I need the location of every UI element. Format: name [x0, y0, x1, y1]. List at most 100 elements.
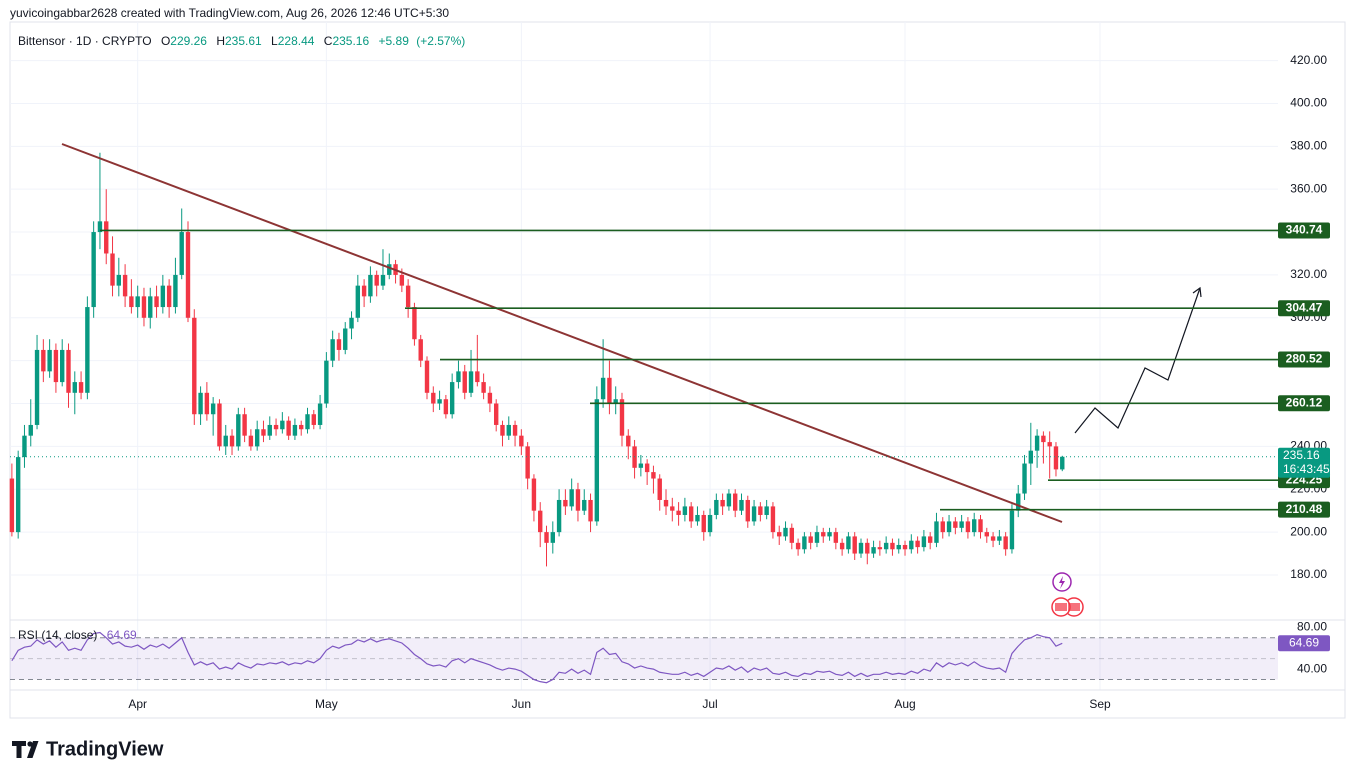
candle-body [343, 328, 348, 350]
projection-arrow [1074, 287, 1201, 434]
candle-body [563, 499, 568, 507]
candle-body [594, 399, 600, 522]
candle-body [60, 349, 65, 383]
candle-body [311, 414, 316, 425]
candle-body [15, 457, 21, 533]
level-badge [1278, 222, 1330, 239]
rsi-title: RSI (14, close) [18, 628, 97, 642]
candle-body [192, 317, 197, 415]
legend-value: 235.16 [332, 34, 369, 48]
candle-body [267, 424, 272, 436]
candle-body [236, 414, 241, 447]
candle-body [34, 349, 40, 425]
candle-body [852, 536, 857, 554]
candle-body [122, 274, 128, 297]
candle-body [368, 274, 373, 297]
candle-body [682, 506, 688, 515]
y-tick-label: 360.00 [1290, 181, 1327, 195]
candle-body [22, 435, 27, 458]
candle-body [896, 544, 901, 550]
y-tick-label: 380.00 [1290, 138, 1327, 152]
candle-body [475, 371, 480, 383]
level-badge [1278, 300, 1330, 317]
rsi-legend: RSI (14, close) 64.69 [18, 628, 137, 642]
candle-body [808, 536, 813, 543]
candle-body [456, 371, 461, 383]
legend-label: C [324, 34, 333, 48]
candle-body [525, 446, 530, 479]
rsi-legend-value: 64.69 [107, 628, 137, 642]
x-tick-label: Apr [128, 697, 147, 711]
candle-body [462, 371, 467, 393]
legend-change: +5.89 [379, 34, 410, 48]
candle-body [418, 339, 423, 361]
attribution: yuvicoingabbar2628 created with TradingV… [10, 6, 449, 20]
candle-body [670, 506, 675, 511]
rsi-line [11, 631, 1063, 684]
candle-body [280, 420, 285, 430]
candle-body [663, 499, 669, 507]
rsi-badge [1278, 635, 1330, 652]
candle-body [104, 221, 109, 254]
rsi-badge-label: 64.69 [1289, 635, 1319, 649]
candle-body [821, 532, 826, 537]
candle-body [538, 510, 543, 533]
candle-body [242, 414, 247, 436]
candle-body [28, 424, 33, 436]
candle-body [9, 478, 15, 533]
candle-body [795, 542, 801, 550]
candle-body [714, 499, 719, 515]
x-tick-label: Jul [702, 697, 717, 711]
candle-body [512, 424, 518, 436]
candle-body [324, 360, 329, 404]
candle-body [431, 392, 436, 404]
candle-body [355, 285, 361, 318]
overlay-layer: 340.74304.47280.52260.12224.25210.48235.… [10, 222, 1330, 652]
candle-body [733, 493, 738, 511]
candle-body [248, 435, 254, 447]
x-tick-label: May [315, 697, 338, 711]
y-tick-label: 320.00 [1290, 267, 1327, 281]
symbol-title: Bittensor · 1D · CRYPTO [18, 34, 152, 48]
rsi-tick-label: 80.00 [1297, 619, 1327, 633]
brand-logo-dot [27, 741, 33, 747]
candle-body [1053, 446, 1059, 470]
candle-body [959, 521, 964, 528]
candle-body [638, 463, 644, 468]
candle-body [72, 382, 77, 393]
candle-body [91, 232, 96, 308]
candle-body [116, 274, 122, 286]
y-tick-label: 180.00 [1290, 567, 1327, 581]
candle-body [833, 532, 839, 543]
candle-body [204, 392, 210, 415]
candle-body [909, 540, 914, 550]
countdown-label: 16:43:45 [1283, 462, 1330, 476]
x-tick-label: Jun [512, 697, 531, 711]
flag [1055, 603, 1067, 611]
chart-frame [9, 21, 1346, 719]
candle-body [66, 349, 71, 393]
candle-body [374, 274, 379, 286]
candle-body [783, 527, 788, 537]
event-icon-bolt [1059, 576, 1065, 589]
legend-label: O [161, 34, 170, 48]
candle-body [745, 499, 750, 522]
candle-body [751, 506, 757, 522]
candle-body [1047, 442, 1052, 447]
arrow-head [1192, 286, 1202, 298]
x-tick-label: Aug [894, 697, 915, 711]
candle-body [758, 506, 763, 515]
candle-body [984, 532, 989, 537]
candle-body [802, 536, 807, 550]
candle-body [789, 527, 795, 543]
candle-body [1041, 435, 1046, 443]
candle-body [481, 382, 486, 393]
candle-body [921, 536, 927, 548]
candle-body [1060, 456, 1065, 470]
candle-body [41, 349, 46, 372]
candle-body [399, 274, 405, 286]
candle-body [972, 519, 977, 533]
candle-body [569, 489, 574, 507]
level-badge [1278, 501, 1330, 518]
